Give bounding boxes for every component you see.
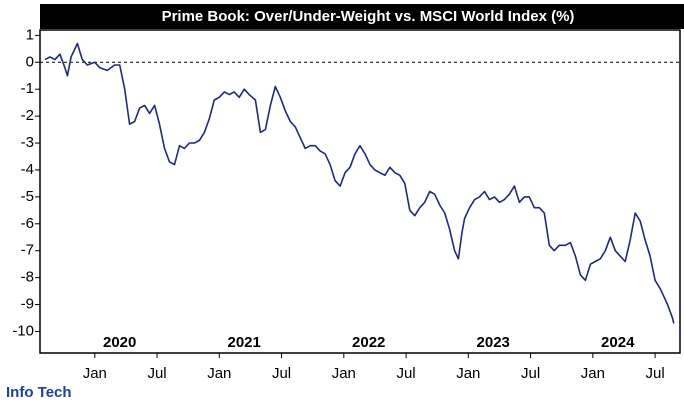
year-label: 2022 — [352, 334, 385, 351]
year-label: 2020 — [103, 334, 136, 351]
y-tick-label: -6 — [21, 215, 34, 232]
title-bar — [40, 4, 684, 29]
x-tick-label: Jan — [83, 365, 107, 382]
x-tick-label: Jul — [147, 365, 166, 382]
year-label: 2023 — [477, 334, 510, 351]
x-tick-label: Jul — [646, 365, 665, 382]
x-tick-label: Jan — [456, 365, 480, 382]
y-tick-label: -7 — [21, 242, 34, 259]
year-label: 2024 — [601, 334, 635, 351]
year-label: 2021 — [228, 334, 261, 351]
y-tick-label: -10 — [12, 322, 34, 339]
plot-frame — [39, 29, 681, 354]
y-tick-label: -4 — [21, 161, 34, 178]
x-tick-label: Jan — [332, 365, 356, 382]
x-tick-label: Jul — [396, 365, 415, 382]
y-tick-label: -1 — [21, 80, 34, 97]
y-tick-label: -5 — [21, 188, 34, 205]
x-tick-label: Jan — [207, 365, 231, 382]
y-tick-label: -8 — [21, 269, 34, 286]
chart-title: Prime Book: Over/Under-Weight vs. MSCI W… — [162, 8, 575, 25]
x-tick-label: Jul — [272, 365, 291, 382]
series-line — [44, 42, 675, 324]
y-tick-label: 0 — [26, 53, 34, 70]
y-tick-label: 1 — [26, 26, 34, 43]
y-tick-label: -2 — [21, 107, 34, 124]
y-tick-label: -9 — [21, 296, 34, 313]
footer: Info Tech — [6, 384, 72, 401]
x-tick-label: Jul — [521, 365, 540, 382]
x-tick-label: Jan — [581, 365, 605, 382]
y-tick-label: -3 — [21, 134, 34, 151]
